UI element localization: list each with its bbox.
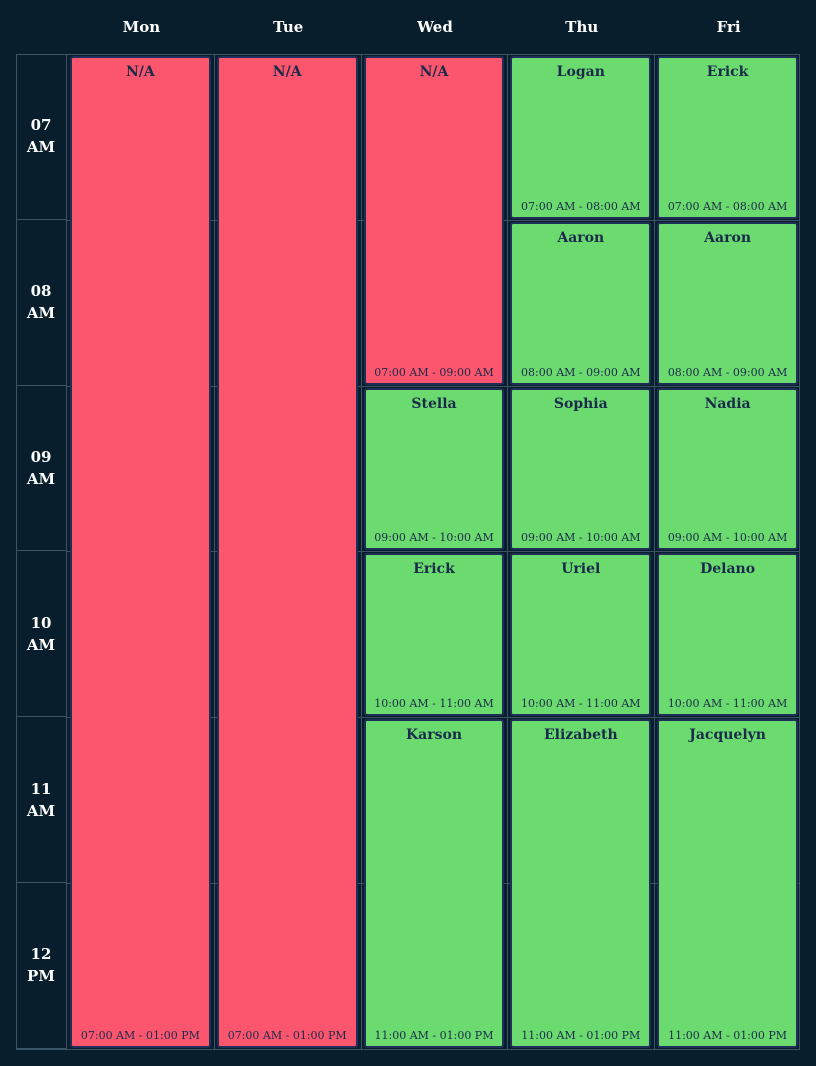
event-name: Sophia (553, 395, 608, 412)
event-block-wed-stella[interactable]: Stella 09:00 AM - 10:00 AM (363, 387, 505, 551)
day-header-wed: Wed (417, 18, 453, 36)
event-name: N/A (419, 64, 449, 80)
event-name: N/A (272, 64, 302, 80)
event-time-range: 10:00 AM - 11:00 AM (521, 697, 641, 711)
event-time-range: 07:00 AM - 01:00 PM (227, 1028, 347, 1042)
hour-gridline (67, 717, 800, 719)
event-name: Elizabeth (543, 727, 618, 744)
event-name: Uriel (561, 561, 601, 578)
event-name: Aaron (704, 229, 751, 246)
hour-gridline (67, 551, 800, 553)
event-block-fri-jacquelyn[interactable]: Jacquelyn 11:00 AM - 01:00 PM (657, 719, 798, 1048)
event-time-range: 11:00 AM - 01:00 PM (374, 1028, 494, 1042)
event-time-range: 08:00 AM - 09:00 AM (667, 365, 788, 379)
hour-label-12: 12 PM (16, 883, 66, 1049)
event-block-tue-na[interactable]: N/A 07:00 AM - 01:00 PM (216, 56, 358, 1048)
event-block-thu-sophia[interactable]: Sophia 09:00 AM - 10:00 AM (510, 387, 652, 551)
event-name: Stella (411, 395, 457, 412)
event-time-range: 07:00 AM - 09:00 AM (374, 365, 494, 379)
event-name: Karson (405, 727, 462, 744)
event-time-range: 09:00 AM - 10:00 AM (667, 531, 788, 545)
event-block-fri-erick[interactable]: Erick 07:00 AM - 08:00 AM (657, 56, 798, 219)
time-column (16, 54, 67, 1050)
day-header-tue: Tue (273, 18, 304, 36)
day-header-fri: Fri (716, 18, 741, 36)
event-block-wed-karson[interactable]: Karson 11:00 AM - 01:00 PM (363, 719, 505, 1048)
event-time-range: 07:00 AM - 01:00 PM (80, 1028, 200, 1042)
event-name: Aaron (557, 229, 605, 246)
hour-label-11: 11 AM (16, 717, 66, 883)
event-time-range: 08:00 AM - 09:00 AM (521, 365, 641, 379)
event-name: Nadia (704, 395, 751, 412)
day-header-mon: Mon (122, 18, 161, 36)
event-name: Logan (556, 64, 605, 80)
event-time-range: 07:00 AM - 08:00 AM (667, 199, 788, 213)
event-time-range: 07:00 AM - 08:00 AM (521, 199, 641, 213)
day-header-thu: Thu (565, 18, 599, 36)
event-block-fri-delano[interactable]: Delano 10:00 AM - 11:00 AM (657, 553, 798, 717)
event-block-wed-erick[interactable]: Erick 10:00 AM - 11:00 AM (363, 553, 505, 717)
event-name: Jacquelyn (689, 727, 766, 744)
event-block-thu-aaron[interactable]: Aaron 08:00 AM - 09:00 AM (510, 221, 652, 385)
hour-gridline (67, 385, 800, 387)
event-block-wed-na[interactable]: N/A 07:00 AM - 09:00 AM (363, 56, 505, 385)
event-block-thu-uriel[interactable]: Uriel 10:00 AM - 11:00 AM (510, 553, 652, 717)
event-block-mon-na[interactable]: N/A 07:00 AM - 01:00 PM (70, 56, 211, 1048)
event-name: Erick (413, 561, 455, 578)
event-name: Erick (706, 64, 749, 80)
event-block-thu-elizabeth[interactable]: Elizabeth 11:00 AM - 01:00 PM (510, 719, 652, 1048)
event-time-range: 09:00 AM - 10:00 AM (374, 531, 494, 545)
event-time-range: 10:00 AM - 11:00 AM (374, 697, 494, 711)
event-block-fri-nadia[interactable]: Nadia 09:00 AM - 10:00 AM (657, 387, 798, 551)
event-time-range: 09:00 AM - 10:00 AM (521, 531, 641, 545)
event-name: N/A (126, 64, 155, 80)
hour-label-10: 10 AM (16, 551, 66, 718)
event-time-range: 11:00 AM - 01:00 PM (668, 1028, 788, 1042)
event-time-range: 11:00 AM - 01:00 PM (521, 1028, 641, 1042)
hour-label-07: 07 AM (16, 54, 66, 220)
hour-label-09: 09 AM (16, 386, 66, 552)
hour-label-08: 08 AM (16, 220, 66, 386)
event-block-thu-logan[interactable]: Logan 07:00 AM - 08:00 AM (510, 56, 652, 219)
event-block-fri-aaron[interactable]: Aaron 08:00 AM - 09:00 AM (657, 221, 798, 385)
event-time-range: 10:00 AM - 11:00 AM (667, 697, 788, 711)
event-name: Delano (700, 561, 756, 578)
